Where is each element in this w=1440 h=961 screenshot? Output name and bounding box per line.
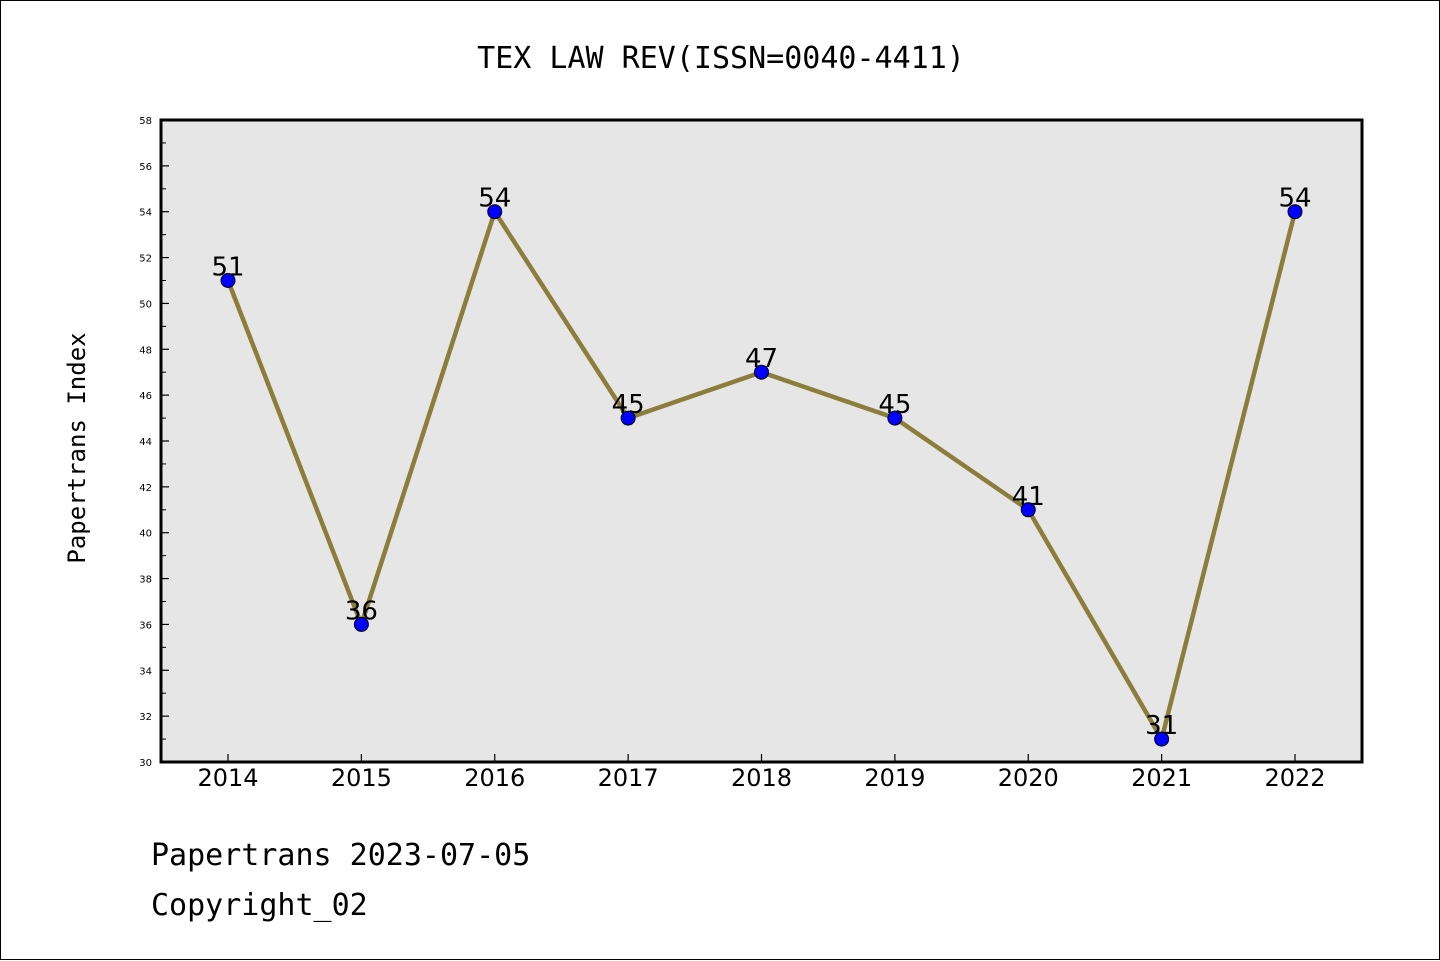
data-point: [1020, 502, 1036, 518]
plot-area: [161, 120, 1362, 762]
y-tick-label: 46: [139, 391, 152, 402]
y-tick-label: 40: [139, 529, 152, 540]
x-tick-label: 2016: [464, 764, 525, 792]
y-tick-label: 52: [139, 254, 152, 265]
data-point: [1154, 731, 1170, 747]
y-tick-label: 54: [139, 208, 152, 219]
data-label: 54: [478, 184, 511, 214]
y-tick-label: 56: [139, 162, 152, 173]
data-label: 45: [612, 390, 645, 420]
x-tick-label: 2019: [864, 764, 925, 792]
y-axis-label: Papertrans Index: [63, 332, 91, 563]
x-tick-label: 2017: [598, 764, 659, 792]
data-point: [487, 204, 503, 220]
data-labels: 51 36 54 45 47 45 41 31 54: [211, 184, 1311, 741]
data-label: 36: [345, 596, 378, 626]
plot-border: [159, 118, 1364, 764]
x-axis: 2014 2015 2016 2017 2018 2019 2020 2021 2022: [197, 754, 1326, 792]
data-label: 45: [878, 390, 911, 420]
data-point: [754, 364, 769, 380]
x-tick-label: 2014: [197, 764, 258, 792]
y-tick-label: 48: [139, 345, 152, 356]
x-tick-label: 2015: [331, 764, 392, 792]
footer-copyright: Copyright_02: [151, 888, 368, 923]
footer-date: Papertrans 2023-07-05: [151, 838, 530, 873]
data-point: [620, 410, 636, 426]
data-label: 41: [1012, 482, 1045, 512]
data-point: [220, 273, 236, 288]
x-tick-label: 2021: [1131, 764, 1192, 792]
y-tick-label: 38: [139, 575, 152, 586]
data-point: [353, 616, 369, 632]
y-tick-label: 58: [139, 116, 152, 127]
y-tick-label: 32: [139, 712, 152, 723]
data-label: 54: [1278, 184, 1311, 214]
data-point: [887, 410, 903, 426]
y-tick-label: 36: [139, 620, 152, 631]
data-label: 31: [1145, 711, 1178, 741]
y-tick-label: 44: [139, 437, 152, 448]
data-point: [1287, 204, 1303, 220]
data-label: 51: [211, 253, 244, 283]
y-tick-label: 30: [139, 758, 152, 769]
x-tick-label: 2020: [998, 764, 1059, 792]
y-tick-label: 50: [139, 299, 152, 310]
chart-title: TEX LAW REV(ISSN=0040-4411): [477, 41, 965, 76]
y-tick-label: 42: [139, 483, 152, 494]
x-tick-label: 2022: [1264, 764, 1325, 792]
y-tick-label: 34: [139, 666, 152, 677]
data-label: 47: [745, 344, 778, 374]
data-points: [220, 204, 1303, 747]
x-tick-label: 2018: [731, 764, 792, 792]
